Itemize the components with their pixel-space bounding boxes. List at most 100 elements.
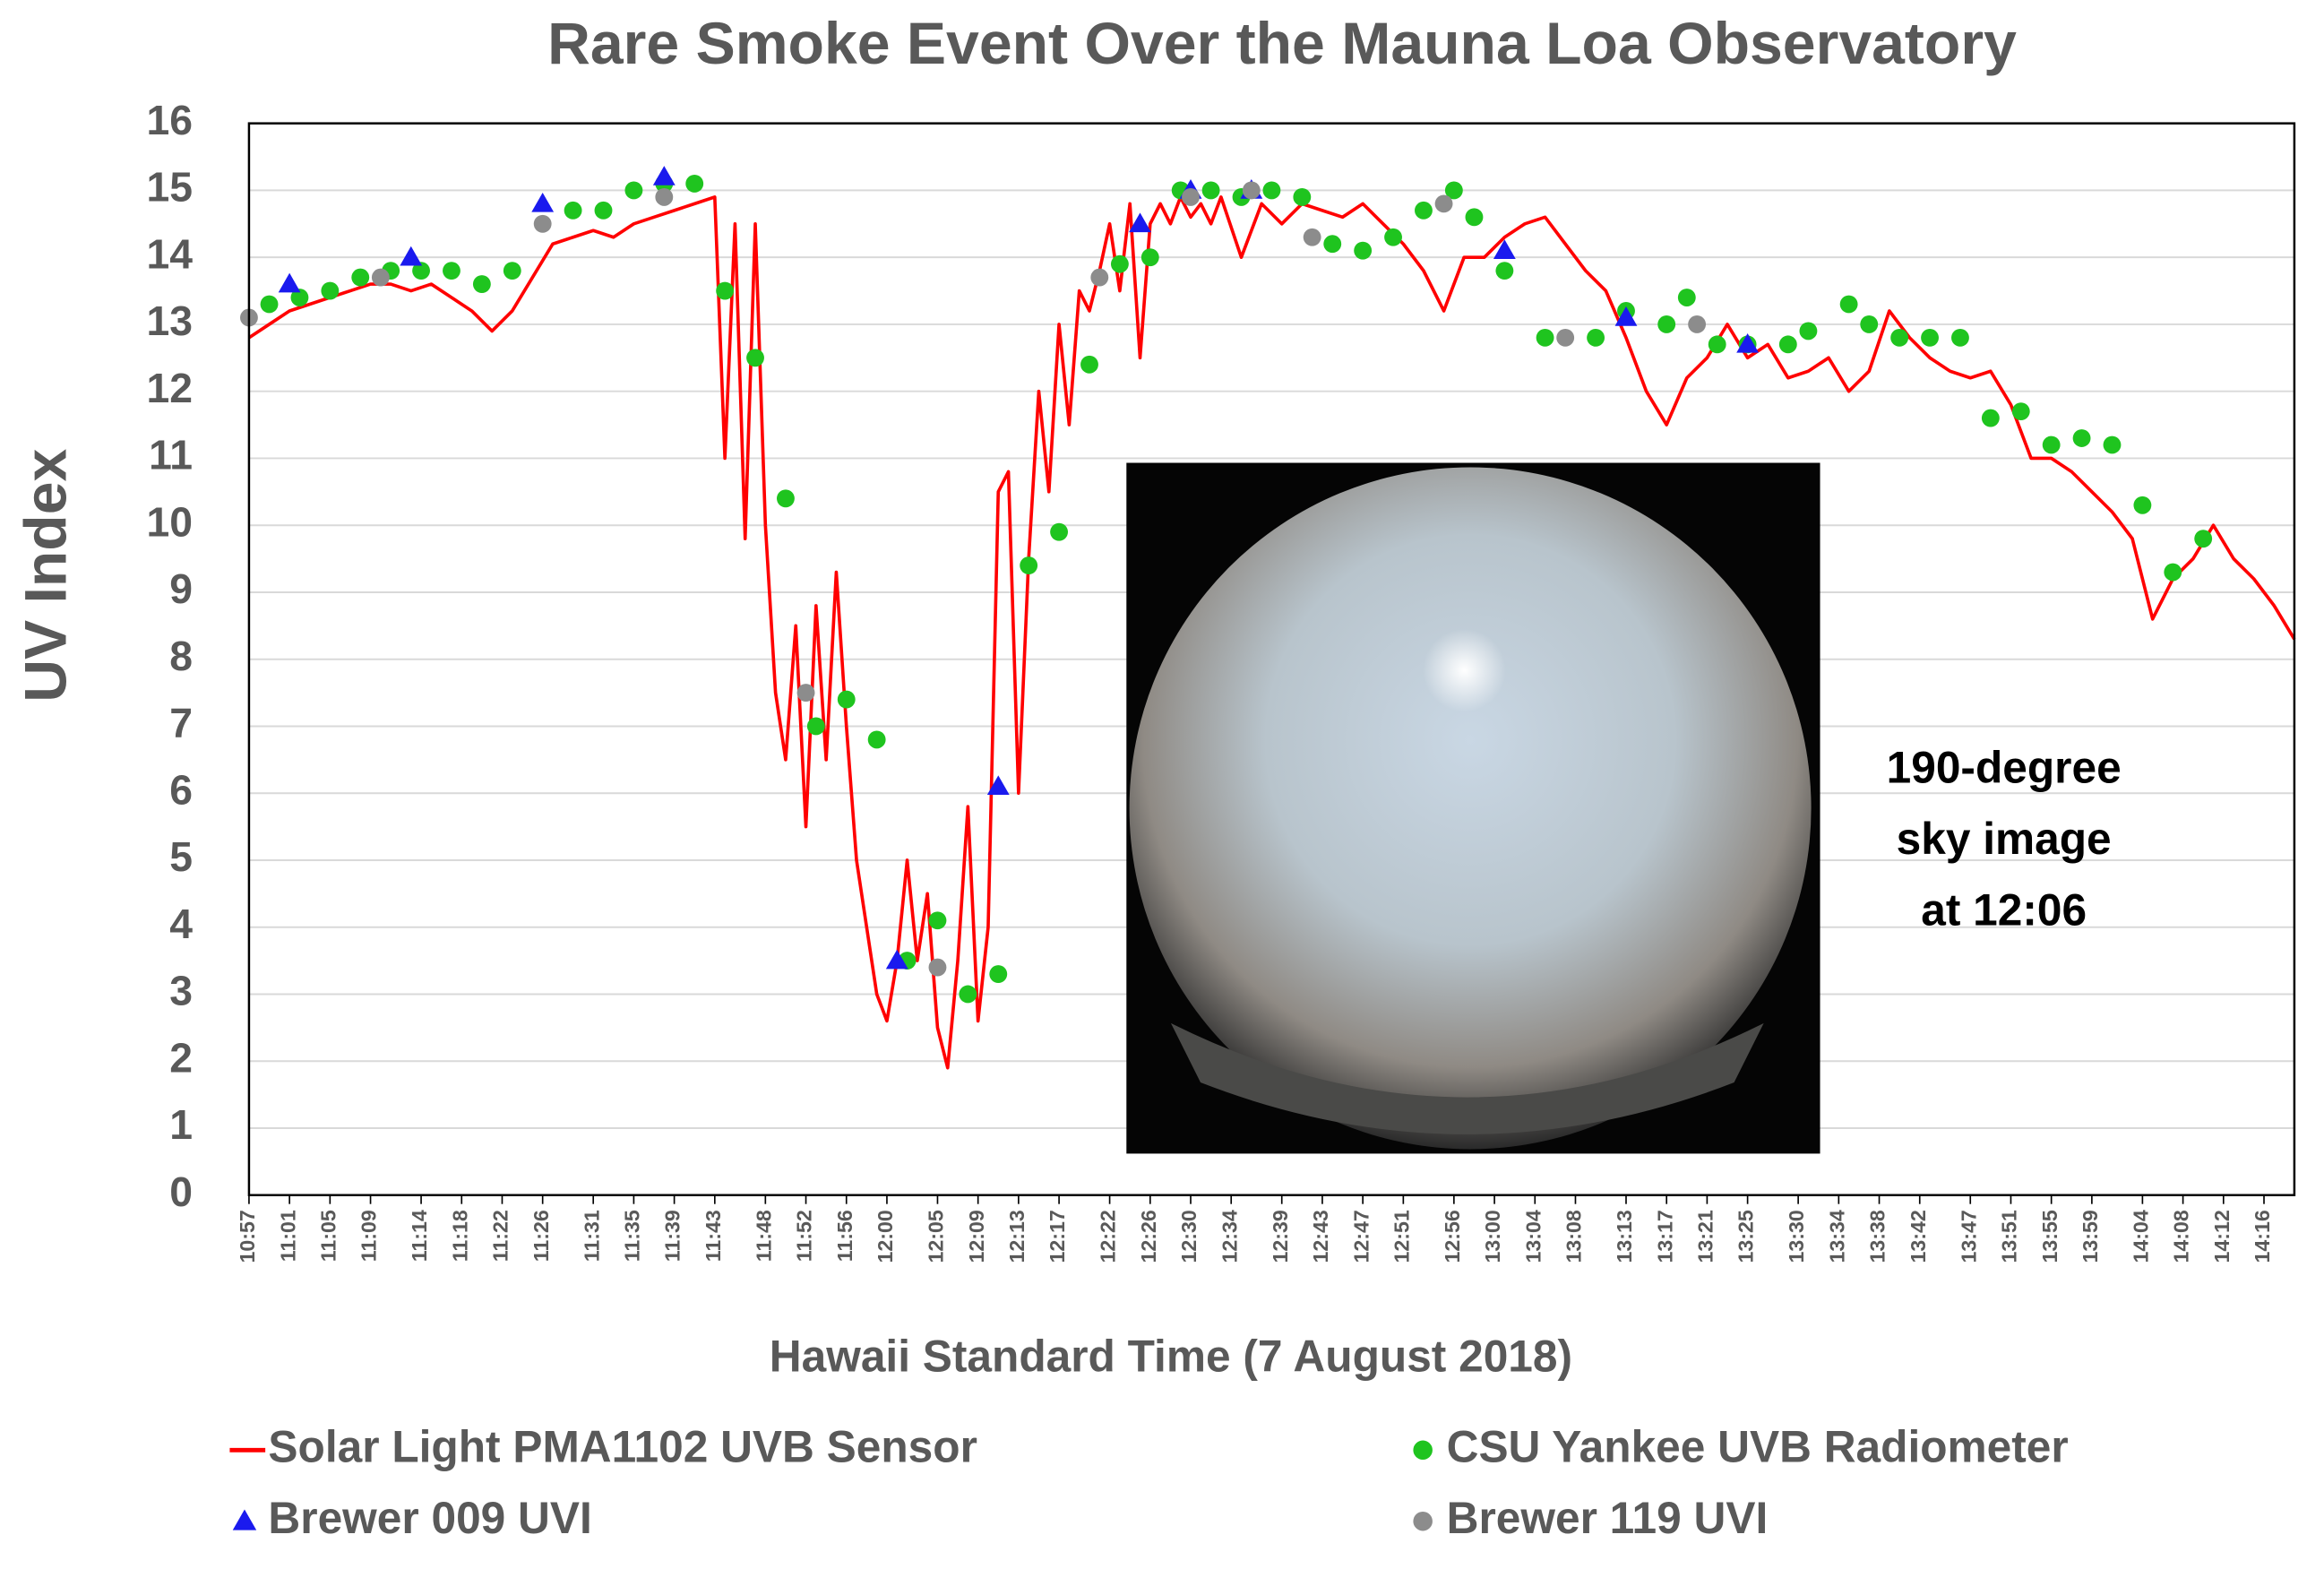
circle-marker bbox=[2072, 429, 2091, 447]
x-tick-label: 13:47 bbox=[1957, 1210, 1980, 1263]
triangle-marker bbox=[1736, 332, 1760, 353]
circle-marker bbox=[503, 262, 521, 280]
circle-marker bbox=[321, 281, 340, 300]
x-axis-label: Hawaii Standard Time (7 August 2018) bbox=[770, 1331, 1572, 1381]
y-tick-label: 0 bbox=[169, 1168, 193, 1215]
y-tick-label: 2 bbox=[169, 1034, 193, 1081]
circle-marker bbox=[716, 281, 735, 300]
triangle-marker bbox=[1493, 239, 1516, 260]
y-tick-label: 12 bbox=[147, 365, 194, 411]
circle-marker bbox=[1140, 248, 1159, 267]
triangle-marker bbox=[652, 166, 676, 185]
circle-marker bbox=[777, 489, 795, 508]
circle-marker bbox=[2042, 435, 2061, 454]
x-tick-label: 13:34 bbox=[1825, 1210, 1848, 1263]
circle-marker bbox=[1182, 187, 1200, 206]
x-tick-label: 13:21 bbox=[1694, 1210, 1717, 1263]
circle-marker bbox=[2164, 563, 2182, 582]
x-tick-label: 12:13 bbox=[1005, 1210, 1029, 1263]
y-tick-label: 15 bbox=[147, 164, 194, 211]
x-tick-label: 13:42 bbox=[1907, 1210, 1930, 1263]
x-tick-label: 11:43 bbox=[702, 1210, 725, 1262]
circle-marker bbox=[1677, 289, 1696, 306]
triangle-marker bbox=[400, 246, 423, 266]
circle-marker bbox=[351, 268, 370, 287]
circle-marker bbox=[2133, 496, 2152, 514]
x-tick-label: 11:22 bbox=[489, 1210, 512, 1262]
x-tick-label: 13:55 bbox=[2038, 1210, 2061, 1263]
circle-marker bbox=[472, 275, 491, 294]
circle-marker bbox=[928, 911, 947, 930]
x-tick-label: 12:39 bbox=[1269, 1210, 1292, 1263]
circle-marker bbox=[959, 985, 977, 1004]
y-tick-label: 13 bbox=[147, 297, 194, 344]
x-tick-label: 11:26 bbox=[529, 1210, 553, 1262]
y-tick-label: 5 bbox=[169, 833, 193, 880]
x-tick-label: 12:34 bbox=[1218, 1210, 1241, 1263]
x-tick-label: 12:05 bbox=[925, 1210, 948, 1263]
y-tick-label: 10 bbox=[147, 498, 194, 545]
y-tick-label: 3 bbox=[169, 968, 193, 1014]
circle-marker bbox=[1465, 208, 1484, 227]
x-tick-label: 13:08 bbox=[1562, 1210, 1586, 1263]
x-tick-label: 14:04 bbox=[2130, 1210, 2153, 1263]
circle-marker bbox=[1921, 328, 1939, 347]
x-tick-label: 13:00 bbox=[1481, 1210, 1504, 1263]
triangle-marker bbox=[1614, 306, 1638, 326]
circle-marker bbox=[290, 289, 309, 306]
circle-marker bbox=[371, 268, 390, 287]
circle-marker bbox=[989, 965, 1008, 983]
circle-marker bbox=[1799, 322, 1818, 341]
annotation: sky image bbox=[1897, 814, 2112, 864]
circle-marker bbox=[412, 262, 430, 280]
x-tick-label: 11:31 bbox=[580, 1210, 603, 1262]
x-tick-label: 11:09 bbox=[357, 1210, 381, 1262]
legend-label: Solar Light PMA1102 UVB Sensor bbox=[268, 1421, 977, 1471]
x-tick-label: 13:04 bbox=[1521, 1210, 1545, 1263]
y-tick-label: 7 bbox=[169, 700, 193, 746]
circle-marker bbox=[1080, 355, 1098, 374]
circle-marker bbox=[1708, 335, 1726, 354]
circle-marker bbox=[533, 214, 552, 233]
circle-marker bbox=[443, 262, 460, 280]
triangle-marker bbox=[278, 272, 301, 293]
x-tick-label: 14:08 bbox=[2170, 1210, 2193, 1263]
circle-marker bbox=[806, 717, 825, 736]
chart-title: Rare Smoke Event Over the Mauna Loa Obse… bbox=[547, 11, 2017, 77]
x-tick-label: 12:51 bbox=[1390, 1210, 1413, 1263]
circle-marker bbox=[2011, 402, 2030, 421]
x-tick-label: 11:56 bbox=[833, 1210, 856, 1262]
plot-frame bbox=[247, 122, 2296, 1196]
x-tick-label: 13:59 bbox=[2079, 1210, 2102, 1263]
circle-marker bbox=[1020, 556, 1038, 574]
y-tick-label: 14 bbox=[147, 230, 194, 277]
circle-marker bbox=[1951, 328, 1969, 347]
circle-marker bbox=[1090, 268, 1109, 287]
legend-label: Brewer 119 UVI bbox=[1447, 1493, 1769, 1543]
x-tick-label: 12:22 bbox=[1097, 1210, 1120, 1263]
circle-marker bbox=[594, 201, 613, 220]
annotation: 190-degree bbox=[1887, 743, 2122, 793]
legend-label: Brewer 009 UVI bbox=[268, 1493, 591, 1543]
x-tick-label: 12:30 bbox=[1177, 1210, 1201, 1263]
y-tick-label: 9 bbox=[169, 565, 193, 612]
y-tick-label: 8 bbox=[169, 633, 193, 679]
circle-marker bbox=[1495, 262, 1514, 280]
legend-label: CSU Yankee UVB Radiometer bbox=[1447, 1421, 2069, 1471]
circle-marker bbox=[1587, 328, 1605, 347]
x-tick-label: 11:01 bbox=[276, 1210, 299, 1262]
circle-marker bbox=[1242, 181, 1261, 200]
x-tick-label: 12:56 bbox=[1441, 1210, 1464, 1263]
annotation: at 12:06 bbox=[1921, 885, 2087, 935]
x-tick-label: 11:35 bbox=[621, 1210, 644, 1262]
circle-marker bbox=[1839, 295, 1858, 314]
sun bbox=[1423, 628, 1506, 712]
triangle-marker bbox=[986, 775, 1010, 796]
circle-marker bbox=[1778, 335, 1797, 354]
legend: Solar Light PMA1102 UVB Sensor CSU Yankee… bbox=[229, 1421, 2069, 1543]
x-tick-label: 14:12 bbox=[2210, 1210, 2234, 1263]
circle-marker bbox=[928, 958, 947, 977]
x-tick-label: 11:18 bbox=[448, 1210, 471, 1262]
x-tick-label: 12:26 bbox=[1137, 1210, 1160, 1263]
circle-marker bbox=[1384, 228, 1402, 246]
